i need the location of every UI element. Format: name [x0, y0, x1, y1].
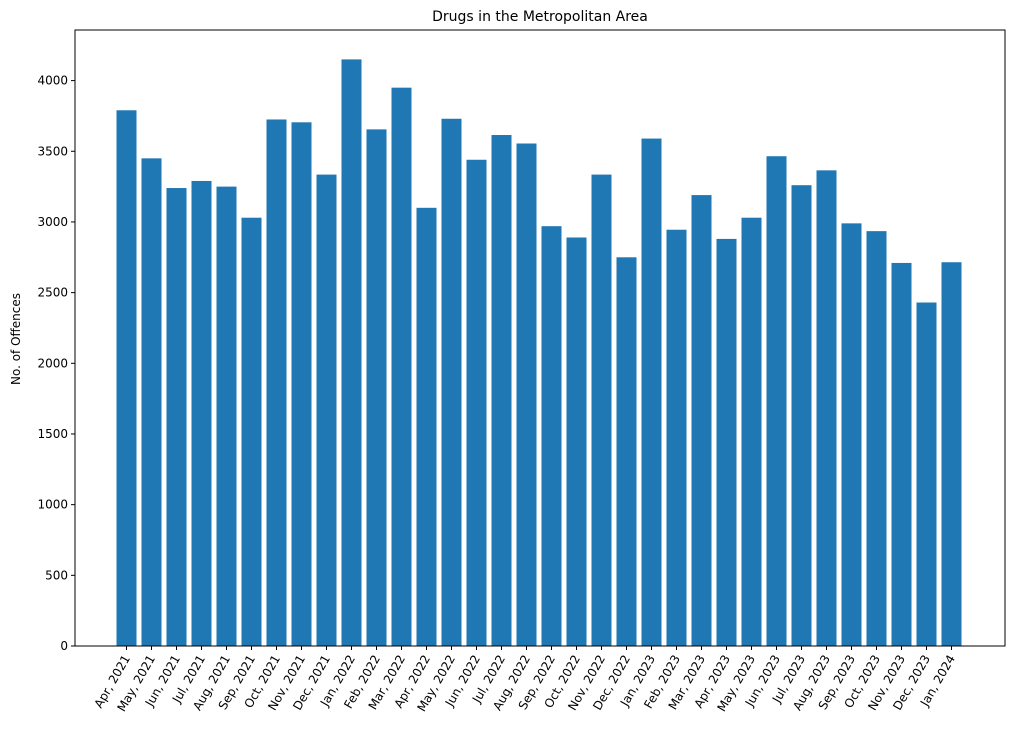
bar: [766, 156, 787, 647]
y-tick-label: 2500: [37, 286, 68, 300]
bar: [641, 138, 662, 646]
bar: [366, 129, 387, 646]
bar: [866, 231, 887, 647]
bar: [791, 185, 812, 646]
bar: [341, 59, 362, 647]
bar: [691, 195, 712, 646]
y-axis: 0 500 1000 1500 2000 2500 3000 3500 4000: [37, 74, 75, 653]
y-tick-label: 0: [60, 639, 68, 653]
bar: [291, 122, 312, 647]
bar: [441, 118, 462, 646]
bar: [566, 237, 587, 647]
bar: [266, 119, 287, 647]
bar: [316, 174, 337, 646]
bar: [116, 110, 137, 646]
bar: [191, 180, 212, 646]
bar: [666, 229, 687, 646]
bar: [591, 174, 612, 646]
bar: [941, 262, 962, 646]
bar: [416, 207, 437, 646]
bar: [391, 87, 412, 647]
y-axis-label: No. of Offences: [9, 293, 23, 385]
bars: [116, 59, 962, 647]
y-tick-label: 1000: [37, 498, 68, 512]
y-tick-label: 1500: [37, 427, 68, 441]
bar: [491, 135, 512, 646]
bar: [716, 238, 737, 646]
y-tick-label: 3000: [37, 215, 68, 229]
chart-title: Drugs in the Metropolitan Area: [432, 9, 648, 25]
bar: [466, 159, 487, 646]
bar: [891, 262, 912, 646]
y-tick-label: 2000: [37, 356, 68, 370]
bar: [841, 223, 862, 646]
bar: [166, 188, 187, 647]
y-tick-label: 4000: [37, 74, 68, 88]
bar: [816, 170, 837, 646]
bar: [516, 143, 537, 646]
bar: [216, 186, 237, 646]
bar: [541, 226, 562, 646]
y-tick-label: 3500: [37, 144, 68, 158]
bar: [916, 302, 937, 646]
bar: [241, 217, 262, 646]
bar: [741, 217, 762, 646]
y-tick-label: 500: [45, 568, 68, 582]
plot-frame: [74, 29, 1006, 647]
bar: [141, 158, 162, 647]
bar: [616, 257, 637, 646]
